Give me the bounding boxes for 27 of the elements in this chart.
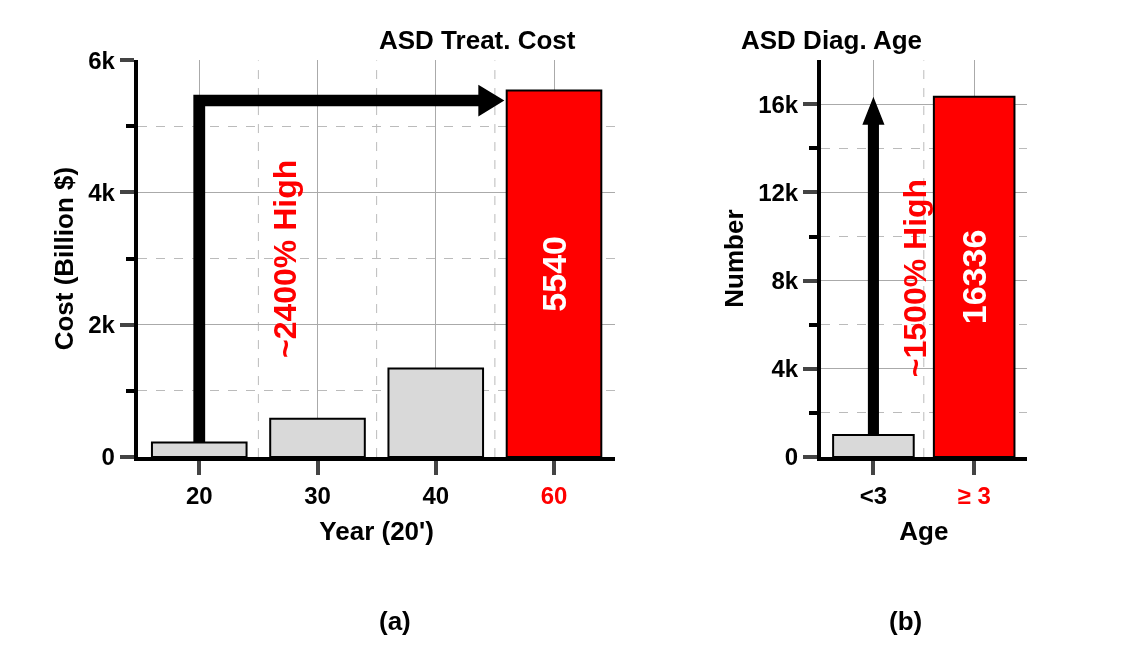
chart-title: ASD Treat. Cost (379, 25, 576, 55)
y-tick-label: 6k (88, 46, 116, 74)
data-label: 5540 (535, 236, 574, 312)
y-tick-label: 2k (88, 311, 116, 339)
x-tick-label: 40 (422, 481, 450, 509)
x-tick-label: 30 (304, 481, 331, 509)
text: (b) (889, 606, 923, 636)
y-tick-label: 12k (758, 178, 799, 206)
y-tick-label: 0 (101, 443, 115, 471)
y-tick-label: 4k (88, 178, 116, 206)
text: (a) (379, 606, 411, 636)
y-tick-label: 4k (771, 355, 799, 383)
chart-title: ASD Diag. Age (741, 25, 923, 55)
y-tick-label: 0 (784, 443, 799, 471)
y-axis-title: Cost (Billion $) (49, 166, 80, 351)
y-tick-label: 16k (758, 90, 799, 118)
data-label: 16336 (955, 229, 994, 325)
x-tick-label: 20 (185, 481, 213, 509)
y-axis-title: Number (719, 209, 750, 308)
x-axis-title: Year (20') (319, 516, 434, 547)
x-tick-label: ≥ 3 (957, 481, 991, 509)
annotation: ~2400% High (266, 159, 303, 358)
y-tick-label: 8k (771, 267, 799, 295)
x-tick-label: 60 (540, 481, 568, 509)
x-tick-label: <3 (859, 481, 888, 509)
annotation: ~1500% High (897, 178, 934, 378)
x-axis-title: Age (899, 516, 949, 547)
